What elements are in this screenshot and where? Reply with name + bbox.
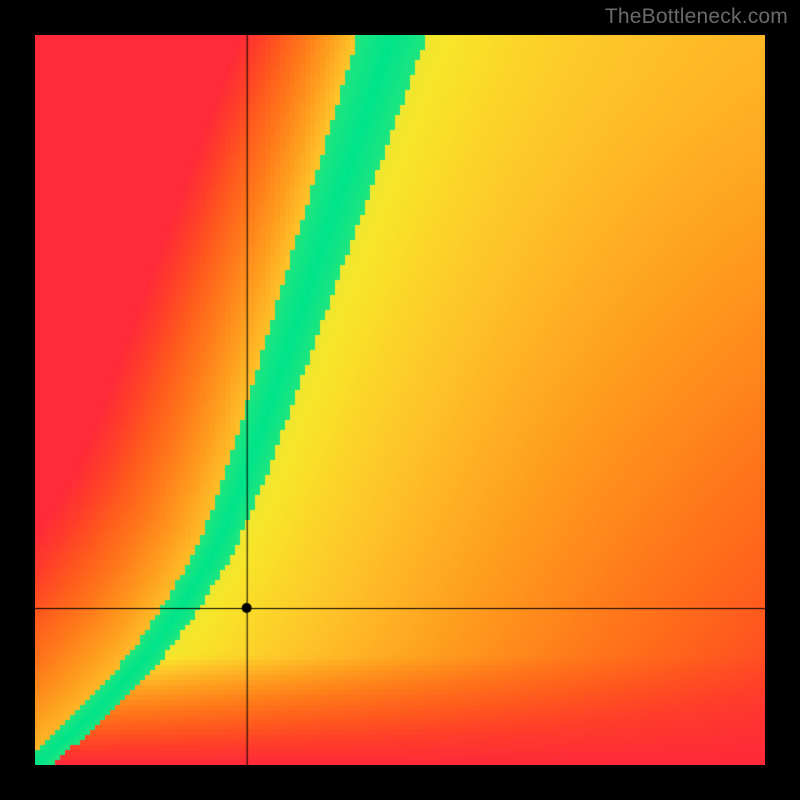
- chart-container: TheBottleneck.com: [0, 0, 800, 800]
- source-watermark: TheBottleneck.com: [605, 5, 788, 29]
- plot-area: [35, 35, 765, 765]
- bottleneck-heatmap: [35, 35, 765, 765]
